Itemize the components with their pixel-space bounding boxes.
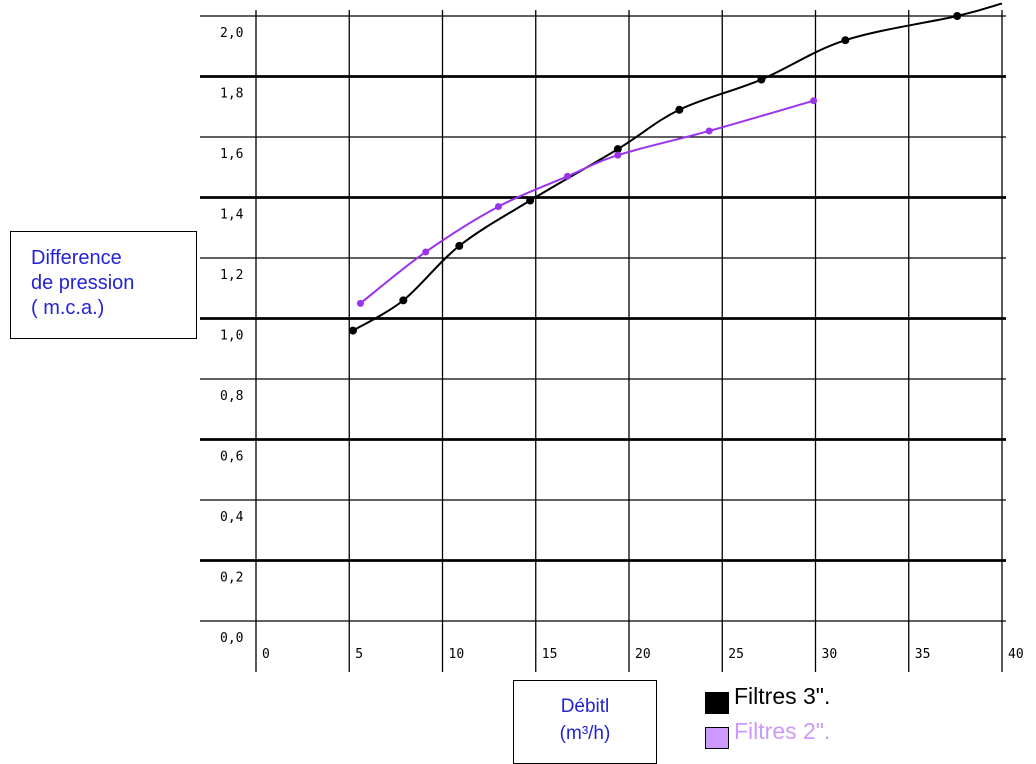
data-point-filtres-3in [613, 145, 622, 154]
y-tick-label: 1,0 [220, 329, 243, 344]
grid [200, 10, 1006, 672]
series-layer [348, 2, 1003, 335]
data-point-filtres-3in [675, 105, 684, 114]
y-tick-label: 0,6 [220, 450, 243, 465]
y-tick-label: 0,2 [220, 571, 243, 586]
x-tick-label: 5 [355, 647, 363, 662]
x-tick-label: 25 [728, 647, 744, 662]
legend-swatch-3in [705, 692, 729, 714]
data-point-filtres-3in [757, 75, 766, 84]
series-filtres-2in [356, 97, 818, 307]
y-tick-label: 0,8 [220, 389, 243, 404]
data-point-filtres-3in [841, 36, 850, 45]
data-point-filtres-2in [494, 203, 502, 211]
series-line-filtres-3in [352, 2, 1003, 332]
data-point-filtres-3in [953, 12, 962, 20]
data-point-filtres-3in [455, 241, 464, 250]
y-tick-label: 2,0 [220, 26, 243, 41]
series-line-filtres-2in [359, 99, 814, 305]
x-tick-label: 10 [449, 647, 465, 662]
x-tick-label: 35 [915, 647, 931, 662]
data-point-filtres-2in [563, 172, 571, 180]
data-point-filtres-3in [526, 196, 535, 205]
x-tick-label: 30 [822, 647, 838, 662]
data-point-filtres-2in [356, 299, 364, 307]
x-axis-label-box: Débitl (m³/h) [513, 680, 657, 764]
x-axis-label: Débitl (m³/h) [559, 696, 611, 744]
legend-swatch-2in [705, 727, 729, 749]
legend-label-3in: Filtres 3". [734, 683, 831, 709]
x-tick-label: 0 [262, 647, 270, 662]
data-point-filtres-2in [422, 248, 430, 256]
legend-label-2in: Filtres 2". [734, 718, 831, 744]
y-tick-label: 1,6 [220, 147, 243, 162]
y-axis-label: Difference de pression ( m.c.a.) [31, 247, 135, 319]
data-point-filtres-3in [399, 296, 408, 305]
x-tick-label: 15 [542, 647, 558, 662]
x-tick-label: 40 [1008, 647, 1024, 662]
data-point-filtres-2in [810, 97, 818, 105]
y-tick-label: 0,4 [220, 510, 244, 525]
y-tick-label: 1,4 [220, 208, 244, 223]
series-filtres-3in [348, 2, 1003, 335]
data-point-filtres-3in [348, 326, 357, 335]
y-axis-label-box: Difference de pression ( m.c.a.) [10, 231, 197, 339]
data-point-filtres-2in [705, 127, 713, 135]
data-point-filtres-2in [614, 151, 622, 159]
y-tick-label: 1,2 [220, 268, 243, 283]
y-tick-label: 1,8 [220, 87, 243, 102]
tick-labels: 0 5 10 15 20 25 30 35 40 0,0 0,2 0,4 0,6 0,8 1,0 1,2 1,4… [220, 26, 1024, 662]
x-tick-label: 20 [635, 647, 651, 662]
y-tick-label: 0,0 [220, 631, 243, 646]
